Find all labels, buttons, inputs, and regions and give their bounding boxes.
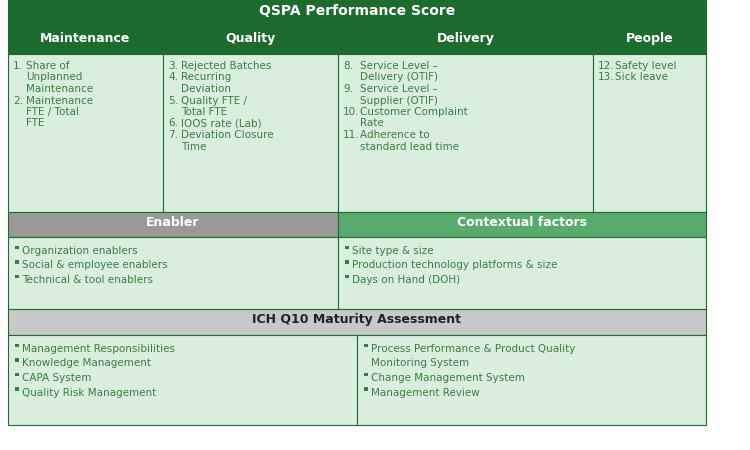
Text: Unplanned: Unplanned xyxy=(26,72,82,82)
Text: 12.: 12. xyxy=(598,61,615,71)
Bar xyxy=(357,335,706,425)
Text: 5.: 5. xyxy=(168,95,178,105)
Text: IOOS rate (Lab): IOOS rate (Lab) xyxy=(181,118,262,129)
Text: CAPA System: CAPA System xyxy=(22,373,92,383)
Text: Service Level –: Service Level – xyxy=(360,61,438,71)
Bar xyxy=(15,246,19,249)
Text: Site type & size: Site type & size xyxy=(352,246,434,256)
Bar xyxy=(15,373,19,376)
Text: 11.: 11. xyxy=(343,130,360,140)
Text: Technical & tool enablers: Technical & tool enablers xyxy=(22,275,153,285)
Text: Quality: Quality xyxy=(225,32,276,45)
Bar xyxy=(15,260,19,264)
Text: Total FTE: Total FTE xyxy=(181,107,227,117)
Text: 1.: 1. xyxy=(13,61,23,71)
Text: Service Level –: Service Level – xyxy=(360,84,438,94)
Bar xyxy=(15,344,19,347)
Text: Knowledge Management: Knowledge Management xyxy=(22,359,151,369)
Bar xyxy=(338,28,593,54)
Text: Safety level: Safety level xyxy=(615,61,676,71)
Bar xyxy=(8,28,163,54)
Text: Adherence to: Adherence to xyxy=(360,130,430,140)
Text: Maintenance: Maintenance xyxy=(26,95,93,105)
Text: Share of: Share of xyxy=(26,61,70,71)
Text: Process Performance & Product Quality: Process Performance & Product Quality xyxy=(371,344,575,354)
Text: Maintenance: Maintenance xyxy=(40,32,130,45)
Text: Enabler: Enabler xyxy=(146,216,200,229)
Text: QSPA Performance Score: QSPA Performance Score xyxy=(259,4,455,18)
Bar xyxy=(364,373,368,376)
Bar xyxy=(593,54,706,212)
Bar xyxy=(593,28,706,54)
Text: Time: Time xyxy=(181,141,206,152)
Text: Organization enablers: Organization enablers xyxy=(22,246,138,256)
Text: Recurring: Recurring xyxy=(181,72,231,82)
Text: Supplier (OTIF): Supplier (OTIF) xyxy=(360,95,438,105)
Text: FTE / Total: FTE / Total xyxy=(26,107,79,117)
Text: 8.: 8. xyxy=(343,61,353,71)
Bar xyxy=(8,0,706,28)
Text: Change Management System: Change Management System xyxy=(371,373,525,383)
Text: Delivery: Delivery xyxy=(436,32,494,45)
Text: 2.: 2. xyxy=(13,95,23,105)
Bar xyxy=(345,260,349,264)
Bar xyxy=(345,246,349,249)
Text: Quality FTE /: Quality FTE / xyxy=(181,95,247,105)
Bar xyxy=(8,335,357,425)
Bar xyxy=(338,237,706,309)
Text: standard lead time: standard lead time xyxy=(360,141,459,152)
Text: Rate: Rate xyxy=(360,118,384,129)
Bar xyxy=(163,54,338,212)
Bar xyxy=(163,28,338,54)
Text: Rejected Batches: Rejected Batches xyxy=(181,61,272,71)
Bar xyxy=(364,344,368,347)
Bar xyxy=(8,237,338,309)
Text: Days on Hand (DOH): Days on Hand (DOH) xyxy=(352,275,460,285)
Bar xyxy=(8,309,706,335)
Bar xyxy=(15,387,19,391)
Text: Maintenance: Maintenance xyxy=(26,84,93,94)
Bar xyxy=(15,275,19,278)
Text: Production technology platforms & size: Production technology platforms & size xyxy=(352,261,557,270)
Bar xyxy=(345,275,349,278)
Bar xyxy=(15,358,19,362)
Text: Monitoring System: Monitoring System xyxy=(371,359,470,369)
Text: Management Review: Management Review xyxy=(371,387,480,397)
Text: FTE: FTE xyxy=(26,118,44,129)
Bar xyxy=(8,54,163,212)
Text: 13.: 13. xyxy=(598,72,615,82)
Text: Social & employee enablers: Social & employee enablers xyxy=(22,261,168,270)
Bar xyxy=(338,212,706,237)
Bar xyxy=(338,54,593,212)
Text: Deviation: Deviation xyxy=(181,84,231,94)
Text: 6.: 6. xyxy=(168,118,178,129)
Bar xyxy=(364,387,368,391)
Bar xyxy=(8,212,338,237)
Text: 7.: 7. xyxy=(168,130,178,140)
Text: Management Responsibilities: Management Responsibilities xyxy=(22,344,175,354)
Text: Sick leave: Sick leave xyxy=(615,72,668,82)
Text: 9.: 9. xyxy=(343,84,353,94)
Text: 10.: 10. xyxy=(343,107,359,117)
Text: Deviation Closure: Deviation Closure xyxy=(181,130,274,140)
Text: People: People xyxy=(626,32,674,45)
Text: Customer Complaint: Customer Complaint xyxy=(360,107,468,117)
Text: 3.: 3. xyxy=(168,61,178,71)
Text: Delivery (OTIF): Delivery (OTIF) xyxy=(360,72,438,82)
Text: Contextual factors: Contextual factors xyxy=(457,216,587,229)
Text: ICH Q10 Maturity Assessment: ICH Q10 Maturity Assessment xyxy=(253,313,461,326)
Text: Quality Risk Management: Quality Risk Management xyxy=(22,387,156,397)
Text: 4.: 4. xyxy=(168,72,178,82)
